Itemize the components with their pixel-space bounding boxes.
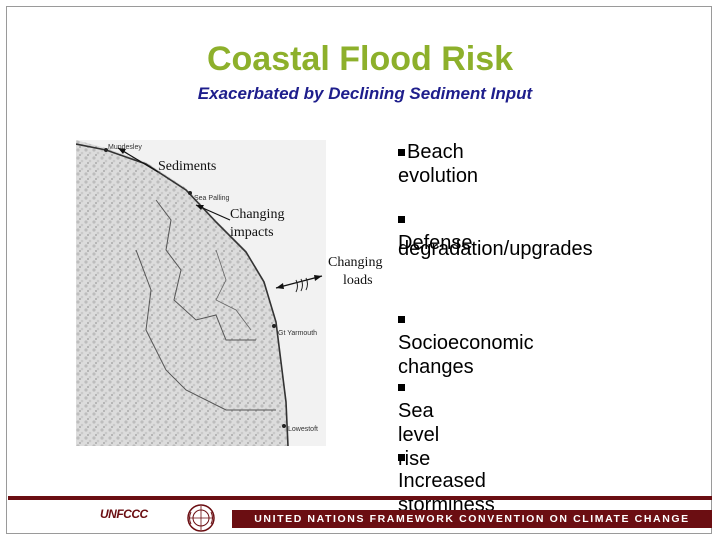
bullet-item: Defense — [398, 207, 473, 255]
footer-banner-text: UNITED NATIONS FRAMEWORK CONVENTION ON C… — [254, 513, 690, 525]
loads-arrowhead-left — [276, 283, 284, 289]
label-changing-loads-1: Changing — [328, 255, 383, 270]
map-label-mundesley: Mundesley — [108, 144, 142, 151]
bullet-square-icon — [398, 454, 405, 461]
map-label-sea-palling: Sea Palling — [194, 195, 230, 202]
impacts-arrowhead — [196, 205, 204, 210]
map-label-lowestoft: Lowestoft — [288, 426, 318, 433]
bullet-square-icon — [398, 384, 405, 391]
label-sediments: Sediments — [158, 159, 217, 174]
wave-icon — [295, 277, 308, 293]
loads-arrowhead-right — [314, 275, 322, 281]
bullet-item: Increased storminess — [398, 445, 495, 517]
label-changing-impacts-2: impacts — [230, 225, 274, 240]
bullet-square-icon — [398, 216, 405, 223]
bullet-item-continuation: degradation/upgrades — [398, 237, 593, 261]
loads-arrow — [275, 275, 323, 289]
un-emblem-icon — [187, 504, 215, 532]
label-changing-impacts-1: Changing — [230, 207, 285, 222]
bullet-text: Defense — [398, 232, 473, 254]
unfccc-logo: UNFCCC — [100, 507, 148, 521]
footer-banner-bar — [232, 510, 712, 528]
bullet-item: Socioeconomic changes — [398, 307, 534, 379]
footer-rule — [8, 496, 712, 500]
sediments-arrowhead — [118, 148, 126, 154]
sediments-arrow — [117, 147, 159, 173]
slide-title: Coastal Flood Risk — [206, 40, 514, 78]
slide-subtitle: Exacerbated by Declining Sediment Input — [197, 84, 533, 103]
bullet-item: Beach evolution — [398, 140, 478, 188]
bullet-text: Sea level rise — [398, 400, 440, 470]
bullet-text: Socioeconomic changes — [398, 332, 534, 378]
bullet-text: degradation/upgrades — [398, 238, 593, 260]
bullet-text: Beach evolution — [398, 141, 479, 187]
coastline-map-graphic — [75, 140, 326, 447]
label-changing-loads-2: loads — [343, 273, 373, 288]
map-label-gt-yarmouth: Gt Yarmouth — [278, 330, 318, 337]
bullet-square-icon — [398, 149, 405, 156]
bullet-item: Sea level rise — [398, 375, 439, 471]
coastline-map: Mundesley Sea Palling Gt Yarmouth Lowest… — [75, 140, 326, 447]
slide-frame — [6, 6, 712, 534]
bullet-square-icon — [398, 316, 405, 323]
